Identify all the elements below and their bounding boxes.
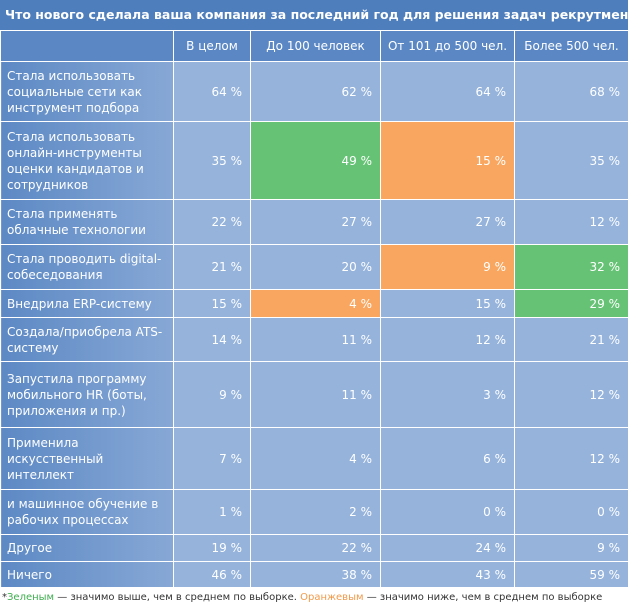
row-label: и машинное обучение в рабочих процессах (0, 489, 174, 535)
footnote-text: — значимо ниже, чем в среднем по выборке (363, 592, 603, 603)
cell: 14 % (173, 317, 251, 362)
table: В целом До 100 человек От 101 до 500 чел. Б… (0, 30, 628, 588)
cell: 9 % (514, 534, 628, 562)
cell: 0 % (514, 489, 628, 535)
column-header: От 101 до 500 чел. (380, 30, 515, 62)
cell: 4 % (250, 289, 381, 318)
cell: 43 % (380, 561, 515, 588)
cell: 68 % (514, 61, 628, 122)
table-row: Стала применять облачные технологии 22 % 2… (0, 199, 628, 245)
cell: 3 % (380, 361, 515, 428)
cell: 21 % (514, 317, 628, 362)
table-row: Стала использовать онлайн-инструменты оц… (0, 121, 628, 200)
row-label: Стала использовать социальные сети как и… (0, 61, 174, 122)
cell: 4 % (250, 427, 381, 490)
cell: 64 % (173, 61, 251, 122)
table-row: Применила искусственный интеллект 7 % 4 % 6… (0, 427, 628, 490)
cell: 46 % (173, 561, 251, 588)
row-label: Стала проводить digital-собеседования (0, 244, 174, 290)
footnote-text: — значимо выше, чем в среднем по выборке… (54, 592, 301, 603)
cell: 9 % (173, 361, 251, 428)
header-row: В целом До 100 человек От 101 до 500 чел. Б… (0, 30, 628, 62)
cell: 21 % (173, 244, 251, 290)
row-label: Другое (0, 534, 174, 562)
table-row: Запустила программу мобильного HR (боты,… (0, 361, 628, 428)
column-header: До 100 человек (250, 30, 381, 62)
column-header: Более 500 чел. (514, 30, 628, 62)
title: Что нового сделала ваша компания за посл… (0, 0, 628, 30)
footnote-green: Зеленым (7, 592, 55, 603)
cell: 6 % (380, 427, 515, 490)
footnote: *Зеленым — значимо выше, чем в среднем п… (2, 592, 602, 603)
cell: 35 % (514, 121, 628, 200)
table-row: Другое 19 % 22 % 24 % 9 % (0, 534, 628, 562)
cell: 38 % (250, 561, 381, 588)
cell: 62 % (250, 61, 381, 122)
footnote-orange: Оранжевым (300, 592, 364, 603)
cell: 49 % (250, 121, 381, 200)
table-body: Стала использовать социальные сети как и… (0, 61, 628, 588)
cell: 11 % (250, 361, 381, 428)
cell: 15 % (380, 289, 515, 318)
cell: 32 % (514, 244, 628, 290)
cell: 12 % (514, 199, 628, 245)
cell: 15 % (380, 121, 515, 200)
cell: 0 % (380, 489, 515, 535)
row-label: Запустила программу мобильного HR (боты,… (0, 361, 174, 428)
table-row: Создала/приобрела ATS-систему 14 % 11 % 12 … (0, 317, 628, 362)
row-label: Создала/приобрела ATS-систему (0, 317, 174, 362)
row-label: Применила искусственный интеллект (0, 427, 174, 490)
cell: 15 % (173, 289, 251, 318)
cell: 27 % (380, 199, 515, 245)
row-label: Внедрила ERP-систему (0, 289, 174, 318)
cell: 12 % (514, 361, 628, 428)
row-label: Ничего (0, 561, 174, 588)
cell: 27 % (250, 199, 381, 245)
table-row: Стала использовать социальные сети как и… (0, 61, 628, 122)
table-row: и машинное обучение в рабочих процессах 1… (0, 489, 628, 535)
cell: 59 % (514, 561, 628, 588)
cell: 64 % (380, 61, 515, 122)
cell: 19 % (173, 534, 251, 562)
table-row: Внедрила ERP-систему 15 % 4 % 15 % 29 % (0, 289, 628, 318)
cell: 12 % (514, 427, 628, 490)
table-row: Стала проводить digital-собеседования 21 … (0, 244, 628, 290)
cell: 7 % (173, 427, 251, 490)
cell: 2 % (250, 489, 381, 535)
cell: 20 % (250, 244, 381, 290)
cell: 35 % (173, 121, 251, 200)
cell: 1 % (173, 489, 251, 535)
column-header: В целом (173, 30, 251, 62)
corner (0, 30, 174, 62)
row-label: Стала применять облачные технологии (0, 199, 174, 245)
cell: 9 % (380, 244, 515, 290)
cell: 29 % (514, 289, 628, 318)
cell: 22 % (173, 199, 251, 245)
row-label: Стала использовать онлайн-инструменты оц… (0, 121, 174, 200)
footnote-star: * (2, 592, 7, 603)
cell: 11 % (250, 317, 381, 362)
cell: 12 % (380, 317, 515, 362)
cell: 24 % (380, 534, 515, 562)
table-row: Ничего 46 % 38 % 43 % 59 % (0, 561, 628, 588)
cell: 22 % (250, 534, 381, 562)
